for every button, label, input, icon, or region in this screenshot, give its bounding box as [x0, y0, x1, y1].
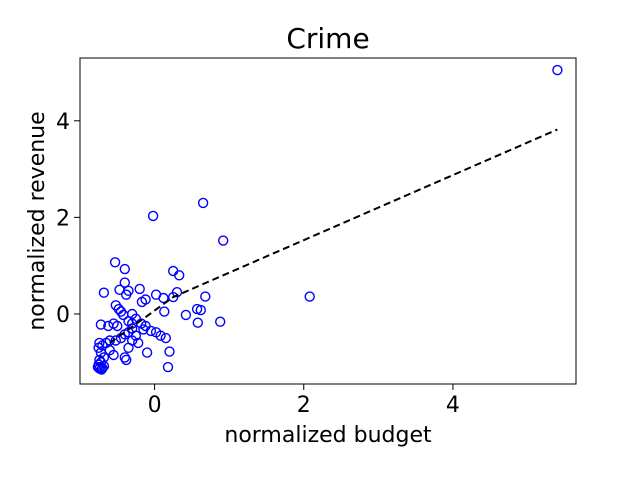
y-tick-label: 2	[56, 206, 70, 231]
plot-frame	[79, 57, 577, 385]
data-point	[195, 304, 207, 316]
data-point	[164, 346, 175, 357]
x-tick-label: 0	[148, 393, 162, 418]
data-point	[95, 319, 107, 330]
data-point	[120, 289, 132, 300]
data-point	[134, 283, 145, 295]
data-point	[119, 263, 131, 275]
data-point	[200, 291, 211, 302]
data-point	[138, 324, 149, 335]
data-point	[123, 342, 134, 353]
data-point	[192, 317, 204, 328]
data-point	[108, 349, 119, 361]
data-point	[214, 316, 226, 327]
trend-line	[109, 128, 558, 344]
data-point	[115, 306, 127, 317]
y-tick-label: 0	[56, 303, 70, 328]
data-point	[141, 347, 153, 358]
data-point	[132, 337, 144, 349]
data-point	[110, 335, 122, 346]
data-point	[160, 332, 172, 344]
axis-ticks: 0 2 4 0 2 4	[56, 110, 460, 418]
data-point	[145, 325, 157, 337]
data-point	[93, 342, 104, 353]
data-point	[109, 257, 121, 268]
data-point	[155, 330, 166, 341]
data-point	[171, 287, 183, 298]
data-point	[98, 287, 110, 298]
data-point	[173, 270, 185, 281]
data-point	[304, 291, 315, 302]
data-point	[94, 337, 105, 349]
data-point	[552, 64, 563, 76]
data-point	[119, 277, 131, 288]
data-point	[159, 306, 170, 317]
data-point	[119, 352, 131, 363]
y-tick-label: 4	[56, 110, 70, 135]
data-point	[197, 197, 209, 209]
chart-title: Crime	[286, 22, 369, 55]
data-point	[120, 354, 132, 366]
data-point	[147, 210, 159, 222]
y-axis-label: normalized revenue	[25, 111, 50, 330]
data-points	[92, 64, 563, 375]
data-point	[162, 361, 174, 373]
data-point	[92, 361, 104, 373]
data-point	[180, 309, 192, 321]
data-point	[217, 235, 229, 246]
x-tick-label: 2	[297, 393, 311, 418]
data-point	[103, 320, 114, 332]
x-tick-label: 4	[446, 393, 460, 418]
data-point	[136, 296, 148, 308]
data-point	[158, 292, 169, 304]
x-axis-label: normalized budget	[224, 423, 432, 448]
